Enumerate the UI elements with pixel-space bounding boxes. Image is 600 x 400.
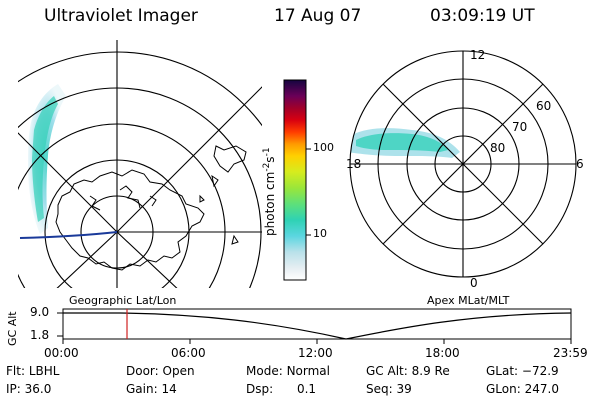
mode-value: Normal [286,364,330,378]
gcalt-label: GC Alt: [366,364,408,378]
mlat-label-70: 70 [512,120,528,134]
timeline-xtick-1200: 12:00 [298,346,333,360]
islands-outline [199,174,239,245]
seq-value: 39 [396,382,412,396]
info-glon: GLon: 247.0 [486,382,559,396]
right-panel-caption: Apex MLat/MLT [427,294,510,307]
mode-label: Mode: [246,364,283,378]
gcalt-value: 8.9 Re [411,364,450,378]
meridian-3 [116,86,262,233]
unit-photon: photon cm [263,171,277,236]
timeline-xtick-0600: 06:00 [171,346,206,360]
timeline-axis-label: GC Alt [6,311,19,346]
aurora-core-right [356,133,448,152]
timeline-xtick-2359: 23:59 [553,346,588,360]
unit-exp2: -1 [262,147,272,157]
glat-label: GLat: [486,364,519,378]
meridian-2 [18,132,118,233]
info-glat: GLat: −72.9 [486,364,559,378]
magnetic-map [349,50,577,278]
seq-label: Seq: [366,382,393,396]
door-value: Open [162,364,195,378]
ip-label: IP: [6,382,21,396]
colorbar-gradient [283,79,307,281]
unit-exp1: -2 [262,162,272,172]
mlt-diag-2 [382,83,544,245]
timeline-plot [57,308,572,344]
mlat-label-80: 80 [490,141,506,155]
info-door: Door: Open [126,364,195,378]
mlat-label-60: 60 [536,99,552,113]
mlt-label-12: 12 [470,48,486,62]
timeline-ytick-9: 9.0 [30,305,50,319]
timeline-ytick-1-8: 1.8 [30,328,50,342]
dsp-value: 0.1 [296,382,317,396]
unit-s: s [263,156,277,163]
info-seq: Seq: 39 [366,382,412,396]
instrument-title: Ultraviolet Imager [44,6,198,26]
info-gain: Gain: 14 [126,382,177,396]
left-panel-caption: Geographic Lat/Lon [69,294,177,307]
mlt-label-0: 0 [470,276,478,290]
timeline-xtick-0000: 00:00 [44,346,79,360]
south-america-outline [213,145,247,173]
observation-date: 17 Aug 07 [274,6,362,26]
info-dsp: Dsp: 0.1 [246,382,316,396]
satellite-track [19,231,118,239]
glat-value: −72.9 [521,364,559,378]
gain-label: Gain: [126,382,158,396]
colorbar-tick-label-100: 100 [313,141,334,154]
altitude-curve [63,312,572,340]
info-gcalt: GC Alt: 8.9 Re [366,364,450,378]
aurora-core-left [32,96,58,222]
info-mode: Mode: Normal [246,364,330,378]
meridian-6 [116,231,178,288]
glon-value: 247.0 [524,382,559,396]
timeline-xtick-1800: 18:00 [425,346,460,360]
door-label: Door: [126,364,159,378]
colorbar-unit-label: photon cm-2s-1 [262,147,277,236]
info-flt: Flt: LBHL [6,364,59,378]
flt-label: Flt: [6,364,25,378]
gain-value: 14 [161,382,177,396]
flt-value: LBHL [28,364,60,378]
antarctica-outline [55,169,205,271]
observation-time: 03:09:19 UT [430,6,535,26]
colorbar-tick-label-10: 10 [313,227,327,240]
coastline-detail [89,185,157,211]
mlt-label-6: 6 [576,157,584,171]
glon-label: GLon: [486,382,521,396]
geographic-map [18,40,262,288]
meridian-5 [56,231,118,288]
ip-value: 36.0 [24,382,52,396]
dsp-label: Dsp: [246,382,274,396]
mlt-label-18: 18 [346,157,362,171]
colorbar [283,79,311,281]
info-ip: IP: 36.0 [6,382,51,396]
